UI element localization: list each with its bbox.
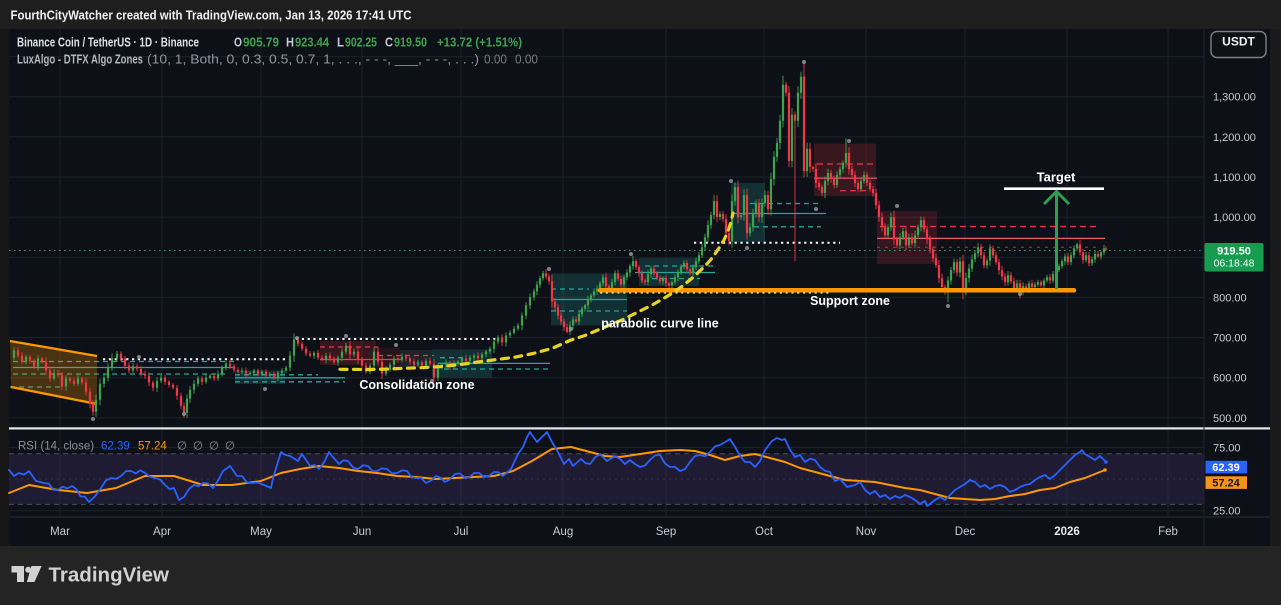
svg-text:O: O — [234, 36, 242, 50]
svg-text:Jun: Jun — [353, 526, 372, 538]
svg-text:923.44: 923.44 — [295, 36, 329, 50]
svg-text:1,100.00: 1,100.00 — [1213, 172, 1256, 184]
svg-text:Support zone: Support zone — [810, 294, 890, 308]
svg-text:May: May — [250, 526, 272, 538]
svg-text:919.50: 919.50 — [1217, 246, 1251, 258]
svg-text:75.00: 75.00 — [1213, 442, 1241, 454]
svg-text:FourthCityWatcher created with: FourthCityWatcher created with TradingVi… — [11, 9, 412, 23]
svg-text:H: H — [286, 36, 294, 50]
svg-text:06:18:48: 06:18:48 — [1214, 258, 1255, 270]
svg-text:(10, 1, Both, 0, 0.3, 0.5, 0.7: (10, 1, Both, 0, 0.3, 0.5, 0.7, 1, . . .… — [147, 53, 479, 67]
svg-text:1,000.00: 1,000.00 — [1213, 212, 1256, 224]
svg-text:∅: ∅ — [225, 441, 235, 453]
svg-text:Binance Coin / TetherUS · 1D ·: Binance Coin / TetherUS · 1D · Binance — [17, 36, 199, 50]
svg-text:Jul: Jul — [454, 526, 469, 538]
svg-text:2026: 2026 — [1054, 526, 1080, 538]
svg-text:600.00: 600.00 — [1213, 373, 1247, 385]
svg-text:1,300.00: 1,300.00 — [1213, 92, 1256, 104]
svg-text:Dec: Dec — [955, 526, 976, 538]
svg-text:1,200.00: 1,200.00 — [1213, 132, 1256, 144]
svg-text:800.00: 800.00 — [1213, 292, 1247, 304]
svg-text:Nov: Nov — [856, 526, 877, 538]
svg-text:57.24: 57.24 — [1212, 477, 1240, 489]
svg-text:Feb: Feb — [1158, 526, 1178, 538]
svg-text:0.00: 0.00 — [484, 53, 507, 67]
svg-text:+13.72 (+1.51%): +13.72 (+1.51%) — [437, 36, 522, 50]
svg-text:902.25: 902.25 — [345, 36, 377, 50]
svg-text:∅: ∅ — [209, 441, 219, 453]
svg-text:700.00: 700.00 — [1213, 333, 1247, 345]
svg-text:L: L — [337, 36, 344, 50]
svg-text:905.79: 905.79 — [243, 36, 279, 50]
svg-text:LuxAlgo - DTFX Algo Zones: LuxAlgo - DTFX Algo Zones — [17, 53, 143, 67]
svg-text:500.00: 500.00 — [1213, 413, 1247, 425]
svg-text:62.39: 62.39 — [101, 441, 130, 453]
svg-text:∅: ∅ — [177, 441, 187, 453]
svg-text:∅: ∅ — [193, 441, 203, 453]
svg-text:Sep: Sep — [656, 526, 676, 538]
svg-text:parabolic curve line: parabolic curve line — [601, 317, 718, 331]
svg-text:C: C — [385, 36, 393, 50]
svg-text:USDT: USDT — [1222, 34, 1255, 48]
svg-text:RSI (14, close): RSI (14, close) — [18, 441, 94, 453]
svg-text:Oct: Oct — [755, 526, 774, 538]
svg-text:62.39: 62.39 — [1212, 462, 1240, 474]
svg-text:Aug: Aug — [553, 526, 573, 538]
svg-text:25.00: 25.00 — [1213, 506, 1241, 518]
svg-text:TradingView: TradingView — [49, 564, 170, 587]
svg-text:Consolidation zone: Consolidation zone — [359, 378, 474, 392]
svg-text:Mar: Mar — [50, 526, 70, 538]
svg-text:Apr: Apr — [153, 526, 171, 538]
svg-text:57.24: 57.24 — [138, 441, 167, 453]
svg-text:Target: Target — [1037, 170, 1076, 185]
svg-text:919.50: 919.50 — [394, 36, 427, 50]
svg-text:0.00: 0.00 — [515, 53, 538, 67]
